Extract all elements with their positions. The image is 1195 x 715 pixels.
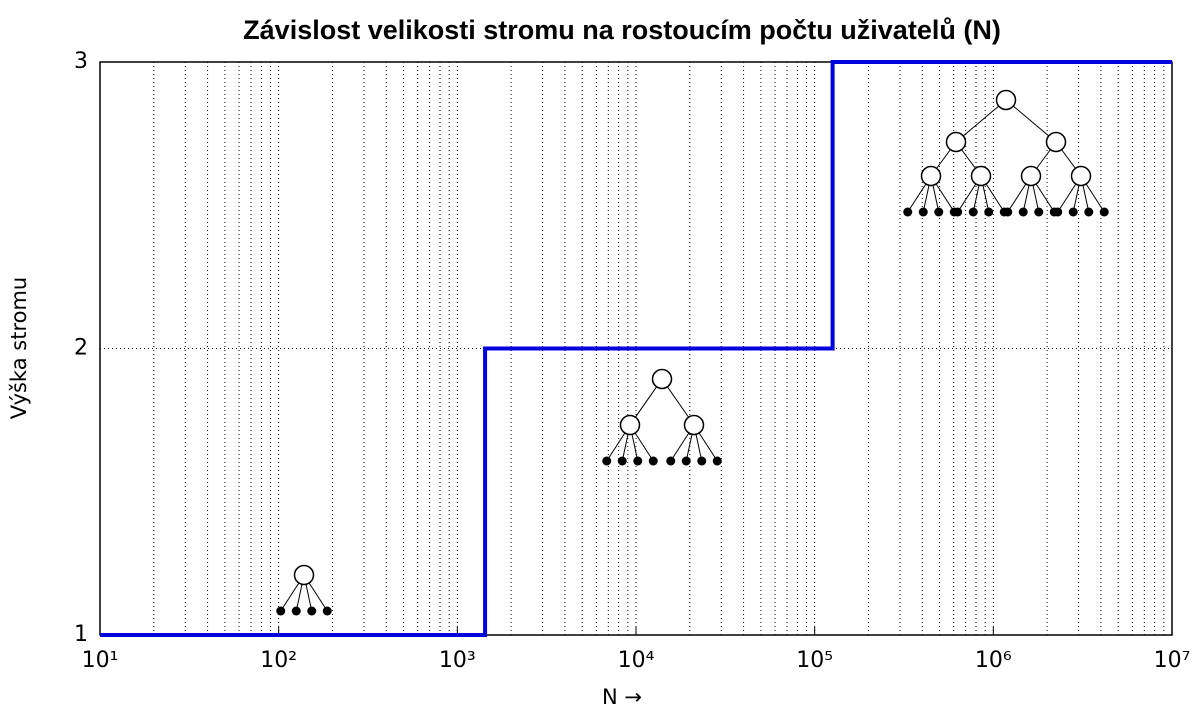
tree-node <box>683 414 705 436</box>
tree-edge <box>955 99 1007 143</box>
tree-leaf <box>648 456 658 466</box>
y-axis-label: Výška stromu <box>7 277 31 419</box>
tree-leaf <box>666 456 676 466</box>
tree-leaf <box>1003 207 1013 217</box>
tree-node <box>651 368 673 390</box>
y-tick-label: 2 <box>74 336 88 361</box>
tree-node <box>1070 165 1092 187</box>
x-axis-label: N → <box>602 685 642 709</box>
tree-leaf <box>1034 207 1044 217</box>
y-tick-label: 1 <box>74 622 88 647</box>
tree-leaf <box>276 606 286 616</box>
chart-title: Závislost velikosti stromu na rostoucím … <box>243 15 1001 45</box>
tree-edge <box>1005 99 1057 143</box>
tree-leaf <box>1018 207 1028 217</box>
tree-illustrations <box>276 89 1109 616</box>
tree-leaf <box>633 456 643 466</box>
tree-leaf <box>291 606 301 616</box>
x-tick-label: 10³ <box>439 648 476 673</box>
y-tick-label: 3 <box>74 49 88 74</box>
tree-leaf <box>1099 207 1109 217</box>
tree-leaf <box>307 606 317 616</box>
tree-leaf <box>617 456 627 466</box>
line-series <box>100 60 1172 637</box>
x-tick-label: 10⁵ <box>796 648 833 673</box>
tree-leaf <box>953 207 963 217</box>
tree-leaf <box>1084 207 1094 217</box>
tree-leaf <box>968 207 978 217</box>
tree-leaf <box>984 207 994 217</box>
tree-node <box>619 414 641 436</box>
tree-node <box>920 165 942 187</box>
tree-leaf <box>1053 207 1063 217</box>
tree-node <box>995 89 1017 111</box>
plot-frame <box>99 61 1173 636</box>
tree-leaf <box>322 606 332 616</box>
x-tick-label: 10¹ <box>82 648 119 673</box>
tree-leaf <box>697 456 707 466</box>
tree-node <box>1020 165 1042 187</box>
tree-node <box>945 131 967 153</box>
tree-leaf <box>903 207 913 217</box>
tree-leaf <box>918 207 928 217</box>
tree-node <box>1045 131 1067 153</box>
tree-leaf <box>934 207 944 217</box>
tree-leaf <box>602 456 612 466</box>
tree-node <box>293 564 315 586</box>
tree-leaf <box>1068 207 1078 217</box>
tree-leaf <box>681 456 691 466</box>
x-tick-label: 10⁷ <box>1154 648 1191 673</box>
tree-node <box>970 165 992 187</box>
x-tick-label: 10² <box>260 648 297 673</box>
x-tick-label: 10⁶ <box>975 648 1012 673</box>
x-tick-label: 10⁴ <box>618 648 655 673</box>
tree-leaf <box>712 456 722 466</box>
